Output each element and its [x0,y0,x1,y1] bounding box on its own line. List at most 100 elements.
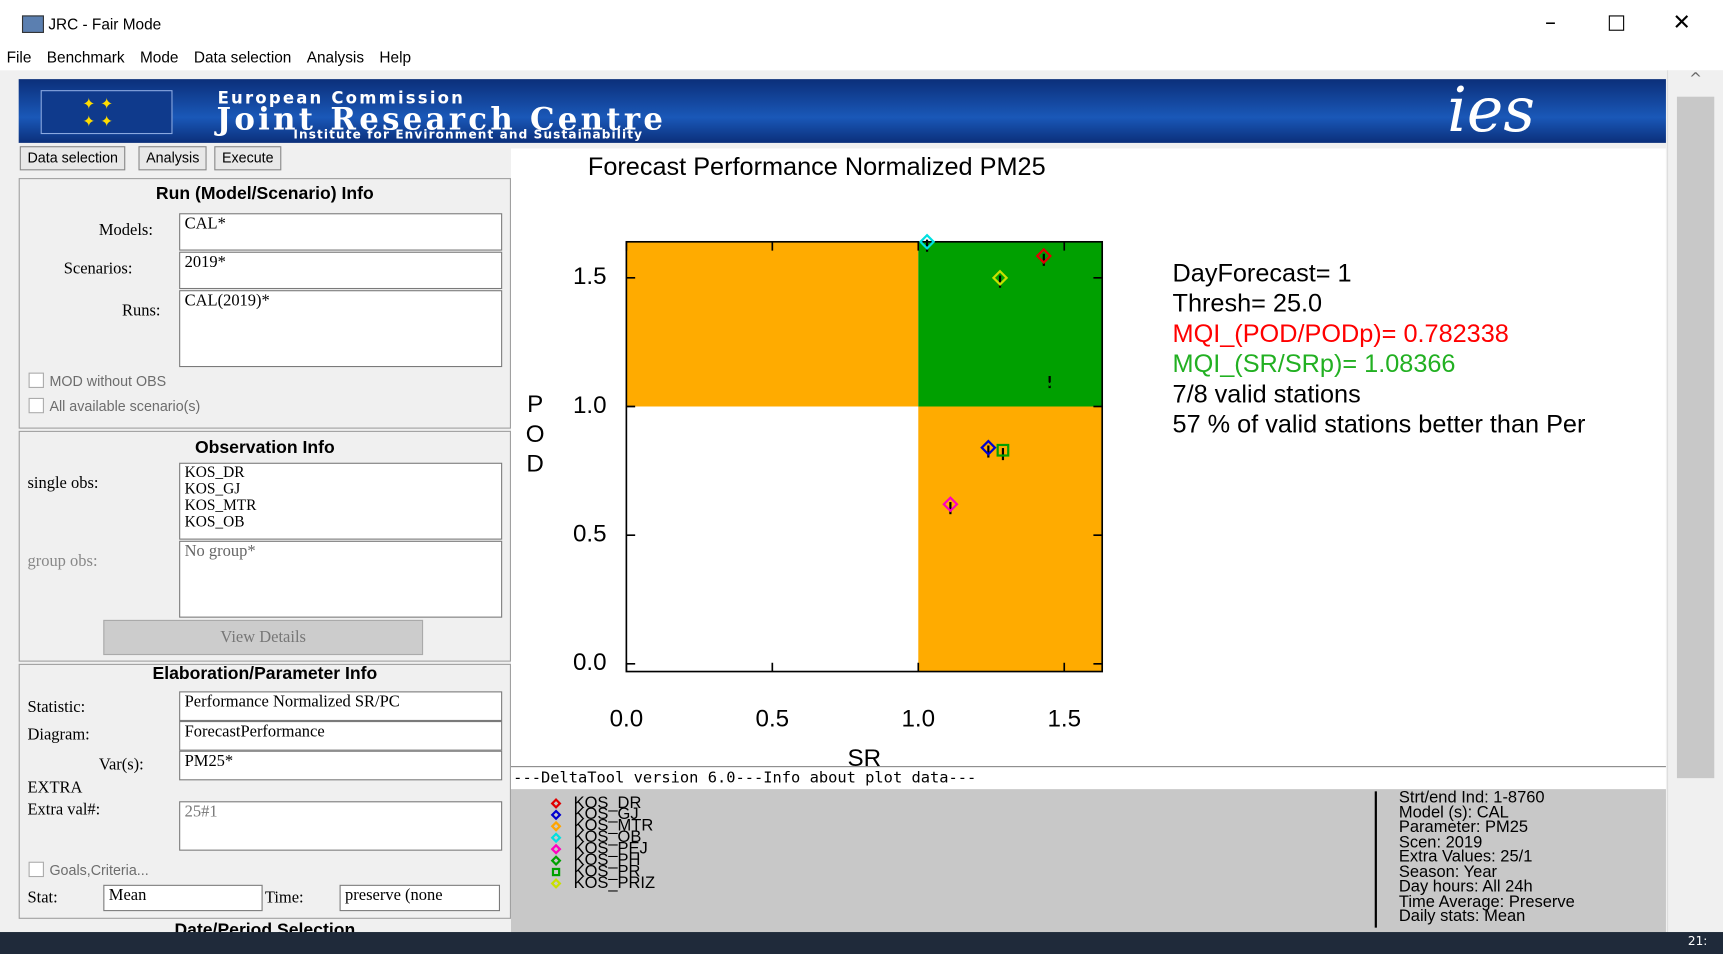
point [918,233,936,250]
banner-logo: ies [1447,74,1535,147]
field-label: group obs: [27,552,98,571]
legend: KOS_DRKOS_GJKOS_MTRKOS_OBKOS_PEJKOS_PHKO… [550,794,655,892]
menu-item[interactable]: File [6,48,32,66]
banner-line2: Joint Research Centre [216,101,667,138]
models-list[interactable]: CAL* [179,213,503,251]
time-field[interactable]: preserve (none [339,884,500,912]
field-label: EXTRA [27,779,83,797]
menu-item[interactable]: Mode [139,48,179,66]
banner: ✦ ✦ ✦ ✦ European Commission Joint Researc… [18,75,1666,146]
stat-field[interactable]: Mean [103,884,263,912]
region [626,241,919,407]
taskbar [0,932,1723,954]
clock: 21: [1687,934,1708,949]
details: Strt/end Ind: 1-8760 Model (s): CAL Parame… [1398,788,1575,926]
menu-item[interactable]: Help [379,48,412,66]
legend-label: KOS_PR [574,862,641,880]
point [991,269,1009,286]
checkbox[interactable]: All available scenario(s) [29,398,201,414]
detail-line: Day hours: All 24h [1398,877,1533,896]
point [942,496,959,513]
info-text: 57 % of valid stations better than Per [1173,411,1586,439]
window-title: JRC - Fair Mode [48,15,162,33]
checkbox[interactable]: Goals,Criteria... [29,862,149,878]
menu-item[interactable]: Analysis [306,48,365,66]
y-tick-label: 0.5 [573,521,607,548]
detail-line: Parameter: PM25 [1398,817,1529,837]
group-heading: Elaboration/Parameter Info [152,664,378,684]
legend-marker [550,820,562,832]
banner-line3: Institute for Environment and Sustainabi… [293,127,644,142]
group-obs-list[interactable]: No group* [179,540,503,618]
region [918,406,1103,672]
detail-line: Time Average: Preserve [1398,891,1575,911]
menu-item[interactable]: Benchmark [46,48,125,66]
tab[interactable]: Data selection [19,146,126,171]
info-text: MQI_(SR/SRp)= 1.08366 [1173,350,1456,378]
info-text: DayForecast= 1 [1173,259,1352,287]
menu-item[interactable]: Data selection [193,48,292,66]
field-label: single obs: [27,474,99,493]
single-obs-list[interactable]: KOS_DR KOS_GJ KOS_MTR KOS_OB [179,462,503,540]
obs-info-group [18,430,511,662]
list-item: KOS_MTR [184,497,257,515]
detail-line: Extra Values: 25/1 [1398,847,1533,867]
title-bar [0,0,1723,49]
legend-label: KOS_PEJ [574,840,648,858]
x-axis-label: SR [848,745,882,766]
field-label: Time: [264,889,304,907]
info-text: 7/8 valid stations [1173,380,1361,408]
checkbox[interactable]: MOD without OBS [29,373,167,389]
statistic-field[interactable]: Performance Normalized SR/PC [179,691,503,722]
app-icon [21,15,44,33]
field-label: Statistic: [27,699,86,717]
y-tick-label: 1.0 [573,392,607,419]
detail-line: Daily stats: Mean [1398,906,1526,926]
minimize-button[interactable]: – [1545,8,1557,36]
legend-marker [550,809,562,821]
y-tick-label: 0.0 [573,649,607,676]
list-item: KOS_DR [184,464,245,482]
field-label: Extra val#: [27,801,101,819]
legend-label: KOS_OB [574,828,642,846]
list-item: KOS_OB [184,514,245,531]
field-label: Stat: [27,889,58,907]
field-label: Diagram: [27,726,90,745]
info-text: Thresh= 25.0 [1173,290,1323,318]
view-details-button[interactable]: View Details [103,619,424,656]
point [996,443,1010,457]
scrollbar[interactable]: ^ [1667,70,1723,933]
point [1041,370,1058,387]
list-item: KOS_GJ [184,481,241,498]
detail-line: Scen: 2019 [1398,832,1483,852]
extra-field[interactable]: 25#1 [179,801,503,851]
point [1035,247,1052,265]
eu-flag: ✦ ✦ ✦ ✦ [40,90,173,135]
point [980,439,997,456]
y-tick-label: 1.5 [573,263,607,290]
legend-marker [550,798,562,809]
group-heading: Observation Info [194,438,335,458]
legend-label: KOS_DR [574,794,642,812]
diagram-field[interactable]: ForecastPerformance [179,721,503,751]
run-info-group [18,178,511,429]
info-panel [510,789,1666,933]
divider [1374,791,1377,928]
detail-line: Strt/end Ind: 1-8760 [1398,788,1545,807]
tab[interactable]: Analysis [138,146,208,171]
detail-line: Season: Year [1398,862,1497,881]
maximize-button[interactable] [1608,15,1625,31]
legend-label: KOS_GJ [574,805,639,823]
field-label: Var(s): [98,756,144,774]
axes-frame [625,240,1104,673]
tab[interactable]: Execute [214,146,282,171]
vars-field[interactable]: PM25* [179,750,503,781]
chart-title: Forecast Performance Normalized PM25 [588,153,1046,181]
legend-label: KOS_PH [574,851,641,869]
close-button[interactable]: ✕ [1672,8,1691,36]
legend-marker [550,855,562,866]
runs-list[interactable]: CAL(2019)* [179,290,503,368]
scenarios-list[interactable]: 2019* [179,251,503,290]
